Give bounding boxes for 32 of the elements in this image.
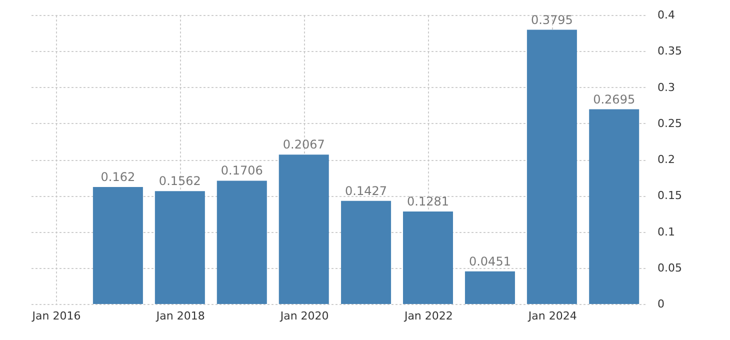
bar bbox=[464, 271, 515, 304]
data-label: 0.1706 bbox=[220, 164, 263, 178]
data-label: 0.1281 bbox=[407, 194, 449, 208]
data-label: 0.1562 bbox=[158, 174, 201, 188]
bar bbox=[341, 200, 392, 304]
data-label: 0.2067 bbox=[282, 138, 325, 152]
y-tick-label: 0.05 bbox=[658, 261, 682, 274]
y-tick-label: 0.3 bbox=[658, 80, 675, 94]
data-label: 0.1427 bbox=[345, 184, 388, 198]
bar bbox=[589, 109, 640, 304]
x-tick-label: Jan 2020 bbox=[279, 310, 329, 322]
bar bbox=[92, 186, 143, 304]
y-tick-label: 0.15 bbox=[658, 189, 682, 202]
y-tick-label: 0.2 bbox=[658, 153, 675, 166]
y-tick-label: 0 bbox=[658, 298, 664, 310]
bar bbox=[526, 30, 577, 304]
y-tick-label: 0.25 bbox=[658, 116, 682, 130]
y-tick-label: 0.1 bbox=[658, 225, 675, 238]
bar bbox=[216, 180, 267, 304]
bar bbox=[278, 154, 329, 304]
y-tick-label: 0.35 bbox=[658, 44, 682, 58]
x-tick-label: Jan 2018 bbox=[155, 310, 205, 322]
x-tick-label: Jan 2016 bbox=[31, 310, 81, 322]
data-label: 0.162 bbox=[100, 170, 136, 184]
bar bbox=[154, 191, 205, 304]
data-label: 0.2695 bbox=[593, 92, 636, 106]
data-label: 0.3795 bbox=[530, 12, 573, 27]
data-label: 0.0451 bbox=[468, 254, 511, 268]
y-tick-label: 0.4 bbox=[658, 8, 675, 22]
x-tick-label: Jan 2024 bbox=[527, 310, 577, 322]
x-tick-label: Jan 2022 bbox=[403, 310, 453, 322]
bar bbox=[403, 211, 453, 304]
